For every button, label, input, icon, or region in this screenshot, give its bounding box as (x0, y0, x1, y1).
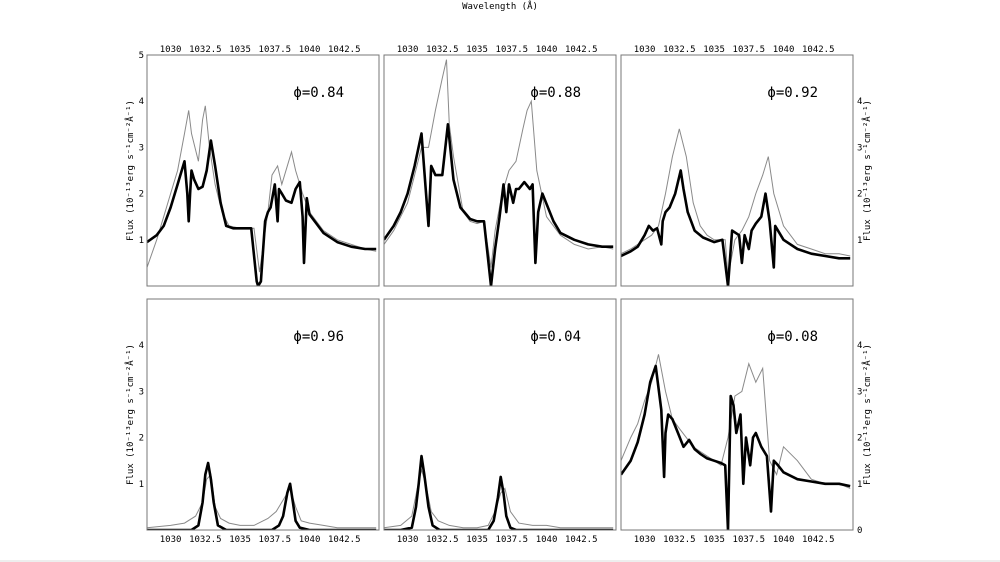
observed-spectrum-line (147, 473, 377, 529)
panel-lines (384, 454, 614, 530)
y-tick-label: 3 (139, 143, 144, 153)
phase-label: ϕ=0.96 (293, 329, 344, 345)
panel-lines (384, 59, 614, 286)
x-tick-label: 1037.5 (496, 535, 529, 545)
x-tick-label: 1040 (536, 45, 558, 55)
model-spectrum-line (621, 169, 851, 286)
phase-label: ϕ=0.88 (530, 85, 581, 101)
x-tick-label: 1030 (634, 45, 656, 55)
y-tick-label: 2 (857, 190, 862, 200)
y-tick-label: 1 (139, 480, 144, 490)
x-tick-label: 1040 (299, 535, 321, 545)
x-tick-label: 1035 (229, 45, 251, 55)
x-tick-label: 1037.5 (733, 535, 766, 545)
x-tick-label: 1042.5 (565, 535, 598, 545)
panel-frame (620, 298, 854, 531)
panel-lines (147, 461, 377, 530)
phase-label: ϕ=0.08 (767, 329, 818, 345)
wavelength-label: Wavelength (Å) (462, 0, 538, 12)
x-tick-label: 1042.5 (802, 535, 835, 545)
y-axis-label: Flux (10⁻¹³erg s⁻¹cm⁻²Å⁻¹) (124, 100, 136, 241)
panel-frame (383, 54, 617, 287)
y-tick-label: 1 (857, 236, 862, 246)
x-tick-label: 1042.5 (328, 535, 361, 545)
panel-top-middle: 1030 1032.5 1035 1037.5 1040 1042.5 ϕ=0.88 (383, 45, 617, 287)
phase-label: ϕ=0.84 (293, 85, 344, 101)
x-tick-label: 1037.5 (259, 45, 292, 55)
observed-spectrum-line (621, 354, 851, 489)
x-tick-label: 1035 (703, 535, 725, 545)
x-tick-label: 1032.5 (189, 45, 222, 55)
y-tick-label: 3 (857, 387, 862, 397)
panel-top-left: 1030 1032.5 1035 1037.5 1040 1042.5 1 2 3 4 5 Flux … (124, 45, 380, 287)
model-spectrum-line (621, 364, 851, 530)
x-tick-label: 1030 (160, 535, 182, 545)
x-tick-label: 1032.5 (189, 535, 222, 545)
x-tick-label: 1042.5 (328, 45, 361, 55)
x-tick-label: 1030 (634, 535, 656, 545)
panel-lines (621, 354, 851, 530)
x-tick-label: 1035 (703, 45, 725, 55)
panels-group: 1030 1032.5 1035 1037.5 1040 1042.5 1 2 3 4 5 Flux … (124, 45, 873, 545)
y-axis-label: Flux (10⁻¹³erg s⁻¹cm⁻²Å⁻¹) (124, 344, 136, 485)
panel-bottom-right: 1030 1032.5 1035 1037.5 1040 1042.5 0 1 2 3 4 Flux … (620, 298, 873, 545)
y-tick-label: 4 (139, 97, 144, 107)
x-tick-label: 1032.5 (426, 45, 459, 55)
panel-lines (147, 105, 377, 286)
y-tick-label: 3 (857, 143, 862, 153)
y-tick-label: 4 (139, 341, 144, 351)
x-tick-label: 1032.5 (663, 45, 696, 55)
x-tick-label: 1040 (536, 535, 558, 545)
observed-spectrum-line (147, 105, 377, 273)
y-axis-label: Flux (10⁻¹³erg s⁻¹cm⁻²Å⁻¹) (861, 100, 873, 241)
panel-bottom-middle: 1030 1032.5 1035 1037.5 1040 1042.5 ϕ=0.04 (383, 298, 617, 545)
y-tick-label: 1 (139, 236, 144, 246)
x-tick-label: 1030 (160, 45, 182, 55)
y-tick-label: 2 (139, 190, 144, 200)
x-tick-label: 1035 (466, 535, 488, 545)
y-axis-label: Flux (10⁻¹³erg s⁻¹cm⁻²Å⁻¹) (861, 344, 873, 485)
y-tick-label: 2 (857, 434, 862, 444)
x-tick-label: 1037.5 (259, 535, 292, 545)
x-tick-label: 1040 (299, 45, 321, 55)
y-tick-label: 0 (857, 526, 862, 536)
phase-label: ϕ=0.92 (767, 85, 818, 101)
y-tick-label: 4 (857, 97, 862, 107)
x-tick-label: 1042.5 (565, 45, 598, 55)
x-tick-label: 1032.5 (426, 535, 459, 545)
x-tick-label: 1035 (466, 45, 488, 55)
y-tick-label: 2 (139, 434, 144, 444)
y-tick-label: 5 (139, 51, 144, 61)
y-tick-label: 1 (857, 480, 862, 490)
y-tick-label: 3 (139, 387, 144, 397)
x-tick-label: 1040 (773, 535, 795, 545)
panel-frame (146, 54, 380, 287)
x-tick-label: 1030 (397, 535, 419, 545)
model-spectrum-line (147, 139, 377, 286)
x-tick-label: 1037.5 (733, 45, 766, 55)
x-tick-label: 1030 (397, 45, 419, 55)
x-tick-label: 1037.5 (496, 45, 529, 55)
x-tick-label: 1040 (773, 45, 795, 55)
model-spectrum-line (147, 461, 377, 530)
panel-frame (146, 298, 380, 531)
x-tick-label: 1042.5 (802, 45, 835, 55)
x-tick-label: 1032.5 (663, 535, 696, 545)
panel-frame (383, 298, 617, 531)
panel-lines (621, 128, 851, 286)
model-spectrum-line (384, 123, 614, 286)
x-tick-label: 1035 (229, 535, 251, 545)
phase-label: ϕ=0.04 (530, 329, 581, 345)
model-spectrum-line (384, 454, 614, 530)
y-tick-label: 4 (857, 341, 862, 351)
panel-frame (620, 54, 854, 287)
panel-top-right: 1030 1032.5 1035 1037.5 1040 1042.5 1 2 3 4 Flux (… (620, 45, 873, 287)
